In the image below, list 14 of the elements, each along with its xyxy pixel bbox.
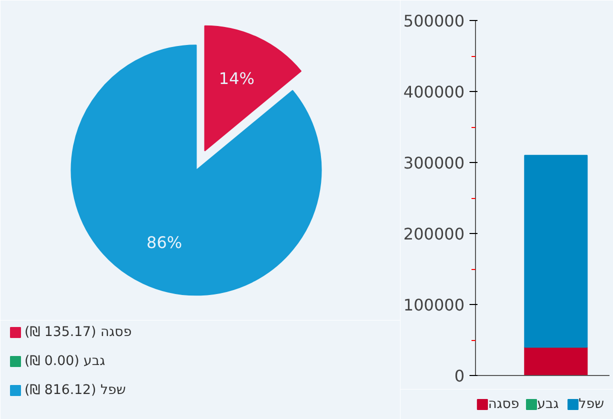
y-tick-label: 0 [454, 366, 465, 386]
legend-label: פסגה [488, 397, 520, 412]
legend-label: גבע (0.00 ₪) [24, 354, 106, 369]
y-tick-label: 400000 [403, 82, 464, 102]
y-tick-label: 100000 [403, 296, 464, 314]
y-tick-label: 500000 [403, 12, 464, 30]
legend-label: שפל (816.12 ₪) [24, 383, 126, 398]
data-label: 14% [218, 68, 254, 88]
legend-label: גבע [537, 397, 560, 412]
data-label: 86% [146, 233, 182, 252]
y-tick-label: 300000 [403, 154, 464, 172]
legend-label: שפל [578, 397, 604, 412]
legend-label: פסגה (135.17 ₪) [24, 325, 132, 340]
y-tick-label: 200000 [403, 224, 464, 244]
